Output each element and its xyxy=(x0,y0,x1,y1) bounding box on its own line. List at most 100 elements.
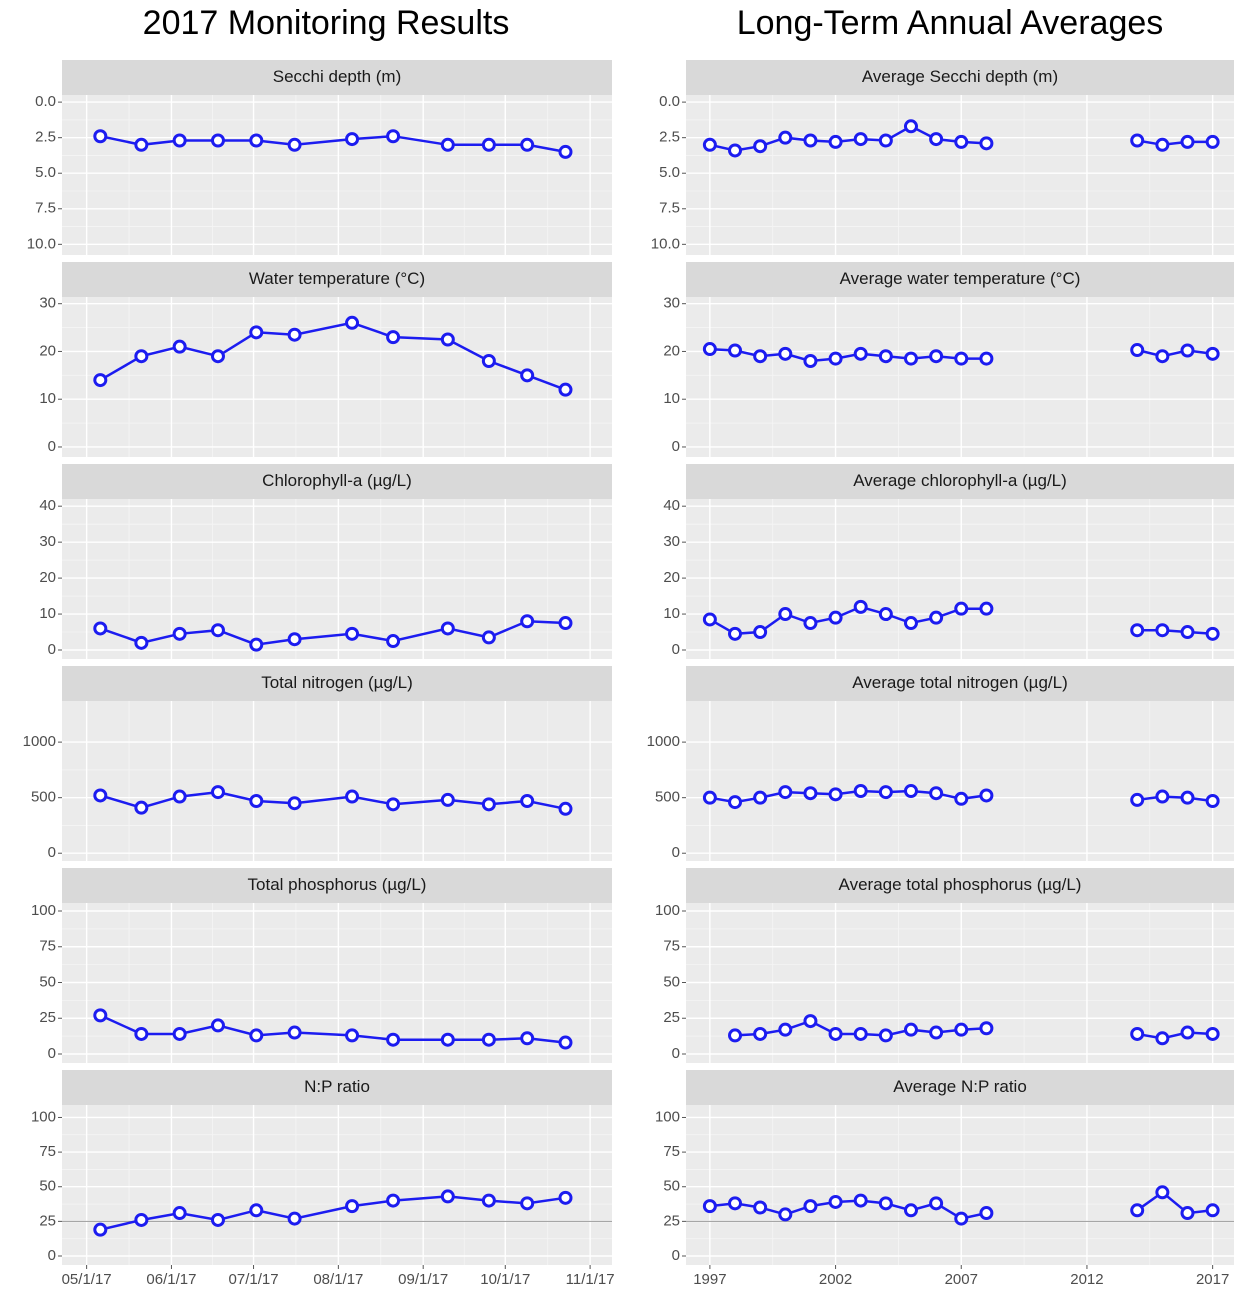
y-tick-label: 50 xyxy=(39,1178,56,1195)
mean-point xyxy=(1130,343,1145,358)
y-tick-label: 0 xyxy=(48,641,56,658)
mean-point xyxy=(979,1021,994,1036)
mean-point xyxy=(728,143,743,158)
facet-title: Chlorophyll-a (µg/L) xyxy=(262,471,412,490)
mean-point xyxy=(1130,792,1145,807)
mean-point xyxy=(878,133,893,148)
strip xyxy=(686,666,1234,701)
mean-point xyxy=(1130,133,1145,148)
y-tick-label: 500 xyxy=(655,789,680,806)
mean-point xyxy=(1205,1026,1220,1041)
mean-point xyxy=(558,382,573,397)
mean-point xyxy=(93,373,108,388)
y-tick-label: 50 xyxy=(663,1178,680,1195)
y-tick-label: 10 xyxy=(39,605,56,622)
facet-title: Average chlorophyll-a (µg/L) xyxy=(853,471,1067,490)
y-tick-label: 30 xyxy=(663,295,680,312)
x-tick-label: 08/1/17 xyxy=(313,1271,363,1288)
mean-point xyxy=(979,136,994,151)
mean-point xyxy=(702,137,717,152)
y-tick-label: 50 xyxy=(663,973,680,990)
mean-point xyxy=(828,610,843,625)
mean-point xyxy=(702,1199,717,1214)
mean-point xyxy=(903,351,918,366)
mean-point xyxy=(702,790,717,805)
mean-point xyxy=(1205,626,1220,641)
mean-point xyxy=(249,325,264,340)
mean-point xyxy=(386,330,401,345)
mean-point xyxy=(1130,1026,1145,1041)
y-tick-label: 100 xyxy=(31,1108,56,1125)
x-tick-label: 05/1/17 xyxy=(62,1271,112,1288)
mean-point xyxy=(803,1199,818,1214)
y-tick-label: 1000 xyxy=(647,733,680,750)
mean-point xyxy=(1155,137,1170,152)
mean-point xyxy=(903,119,918,134)
mean-point xyxy=(134,137,149,152)
x-tick-label: 2012 xyxy=(1070,1271,1103,1288)
mean-point xyxy=(345,1028,360,1043)
y-tick-label: 75 xyxy=(663,1143,680,1160)
mean-point xyxy=(1180,1025,1195,1040)
mean-point xyxy=(440,1189,455,1204)
y-tick-label: 0.0 xyxy=(659,93,680,110)
y-tick-label: 0.0 xyxy=(35,93,56,110)
strip xyxy=(62,666,612,701)
mean-point xyxy=(481,354,496,368)
strip xyxy=(686,1070,1234,1105)
mean-point xyxy=(558,801,573,816)
mean-point xyxy=(878,607,893,622)
mean-point xyxy=(1180,134,1195,149)
y-tick-label: 100 xyxy=(655,902,680,919)
mean-point xyxy=(440,332,455,347)
y-tick-label: 0 xyxy=(48,1045,56,1062)
mean-point xyxy=(481,797,496,812)
mean-point xyxy=(210,785,225,800)
mean-point xyxy=(1205,346,1220,361)
x-tick-label: 1997 xyxy=(693,1271,726,1288)
facet-title: Secchi depth (m) xyxy=(273,67,402,86)
mean-point xyxy=(803,616,818,631)
panel xyxy=(686,297,1234,457)
mean-point xyxy=(93,129,108,144)
y-tick-label: 25 xyxy=(39,1009,56,1026)
mean-point xyxy=(558,1035,573,1050)
mean-point xyxy=(345,315,360,330)
x-tick-label: 09/1/17 xyxy=(398,1271,448,1288)
mean-point xyxy=(778,346,793,361)
mean-point xyxy=(878,349,893,364)
mean-point xyxy=(172,626,187,641)
y-tick-label: 0 xyxy=(672,844,680,861)
mean-point xyxy=(287,632,302,647)
mean-point xyxy=(345,789,360,804)
y-tick-label: 10 xyxy=(663,605,680,622)
y-tick-label: 75 xyxy=(39,938,56,955)
y-tick-label: 1000 xyxy=(23,733,56,750)
facet-title: Average water temperature (°C) xyxy=(840,269,1081,288)
panel xyxy=(686,95,1234,255)
mean-point xyxy=(903,1203,918,1218)
mean-point xyxy=(828,351,843,366)
y-tick-label: 100 xyxy=(655,1108,680,1125)
strip xyxy=(686,464,1234,499)
mean-point xyxy=(210,349,225,364)
x-tick-label: 2002 xyxy=(819,1271,852,1288)
mean-point xyxy=(134,1026,149,1041)
mean-point xyxy=(954,601,969,616)
mean-point xyxy=(386,129,401,144)
mean-point xyxy=(520,614,535,629)
mean-point xyxy=(853,132,868,147)
panel xyxy=(62,297,612,457)
mean-point xyxy=(558,144,573,159)
x-tick-label: 06/1/17 xyxy=(146,1271,196,1288)
y-tick-label: 20 xyxy=(39,342,56,359)
mean-point xyxy=(93,1008,108,1023)
x-tick-label: 2017 xyxy=(1196,1271,1229,1288)
column-title: Long-Term Annual Averages xyxy=(737,4,1164,42)
panel xyxy=(62,701,612,861)
mean-point xyxy=(828,1026,843,1041)
strip xyxy=(686,60,1234,95)
mean-point xyxy=(440,1032,455,1047)
mean-point xyxy=(954,351,969,366)
mean-point xyxy=(728,1196,743,1211)
